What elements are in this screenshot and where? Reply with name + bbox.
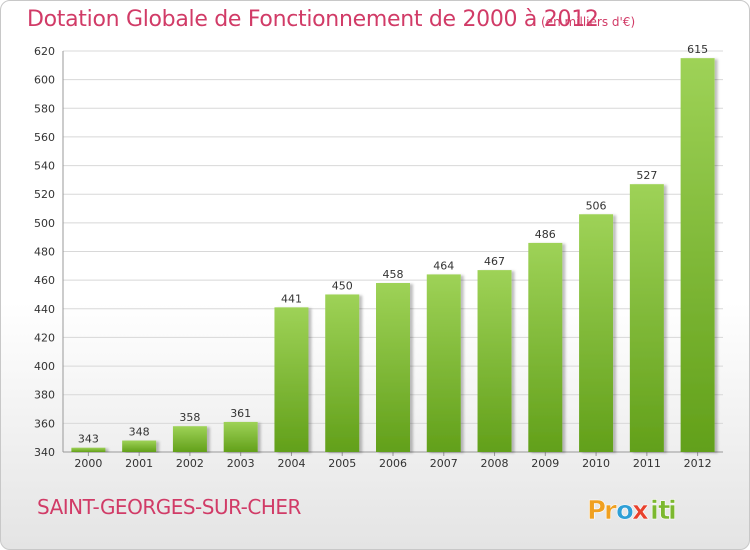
- data-label-2005: 450: [332, 279, 353, 292]
- y-tick-label: 400: [34, 360, 55, 373]
- y-tick-label: 460: [34, 274, 55, 287]
- x-tick-label: 2003: [227, 457, 255, 470]
- logo-letter: i: [650, 496, 659, 526]
- y-tick-label: 540: [34, 160, 55, 173]
- bar-2011: [629, 184, 664, 453]
- data-label-2002: 358: [179, 411, 200, 424]
- y-tick-label: 500: [34, 217, 55, 230]
- x-tick-label: 2000: [74, 457, 102, 470]
- x-tick-label: 2009: [531, 457, 559, 470]
- x-tick-label: 2006: [379, 457, 407, 470]
- bar-2008: [477, 270, 512, 452]
- logo-letter: t: [658, 496, 670, 526]
- x-tick-label: 2011: [633, 457, 661, 470]
- bar-2010: [579, 214, 614, 452]
- logo-letter: x: [632, 496, 649, 526]
- bar-2009: [528, 242, 563, 452]
- y-tick-label: 420: [34, 331, 55, 344]
- data-label-2012: 615: [687, 43, 708, 56]
- y-tick-label: 340: [34, 446, 55, 459]
- y-tick-label: 480: [34, 246, 55, 259]
- bar-2002: [172, 426, 207, 452]
- bar-2007: [426, 274, 461, 452]
- logo-letter: o: [616, 496, 634, 526]
- x-tick-label: 2004: [277, 457, 305, 470]
- data-labels: 343 348 358 361 441 450 458 464 467 486 506 527 615: [78, 43, 708, 446]
- x-tick-label: 2007: [430, 457, 458, 470]
- y-tick-label: 520: [34, 188, 55, 201]
- bar-2006: [376, 283, 410, 452]
- y-tick-label: 600: [34, 74, 55, 87]
- data-label-2009: 486: [535, 228, 556, 241]
- x-tick-label: 2001: [125, 457, 153, 470]
- x-tick-label: 2008: [481, 457, 509, 470]
- data-label-2000: 343: [78, 433, 99, 446]
- logo-letter: r: [604, 496, 617, 526]
- x-tick-label: 2012: [684, 457, 712, 470]
- proxiti-logo: Pr ox i ti: [587, 496, 678, 527]
- y-tick-label: 560: [34, 131, 55, 144]
- y-tick-label: 440: [34, 303, 55, 316]
- x-tick-label: 2010: [582, 457, 610, 470]
- data-label-2011: 527: [636, 169, 657, 182]
- chart-title: Dotation Globale de Fonctionnement de 20…: [27, 7, 599, 32]
- data-label-2007: 464: [433, 259, 454, 272]
- x-tick-label: 2005: [328, 457, 356, 470]
- bars: [71, 58, 715, 453]
- logo-letter: i: [668, 496, 677, 526]
- bar-2003: [223, 421, 258, 452]
- y-tick-label: 620: [34, 45, 55, 58]
- bar-2005: [325, 294, 360, 452]
- y-tick-label: 580: [34, 102, 55, 115]
- commune-name: SAINT-GEORGES-SUR-CHER: [37, 495, 301, 519]
- y-tick-label: 380: [34, 389, 55, 402]
- data-label-2010: 506: [586, 199, 607, 212]
- logo-letter: P: [587, 496, 606, 526]
- bar-2004: [274, 307, 309, 452]
- bar-2001: [122, 440, 157, 452]
- chart-subtitle: (en milliers d'€): [541, 15, 636, 29]
- data-label-2006: 458: [383, 268, 404, 281]
- bar-2012: [680, 58, 715, 453]
- data-label-2003: 361: [230, 407, 251, 420]
- data-label-2008: 467: [484, 255, 505, 268]
- bar-2000: [71, 447, 106, 452]
- data-label-2001: 348: [129, 426, 150, 439]
- x-tick-label: 2002: [176, 457, 204, 470]
- y-tick-label: 360: [34, 417, 55, 430]
- data-label-2004: 441: [281, 292, 302, 305]
